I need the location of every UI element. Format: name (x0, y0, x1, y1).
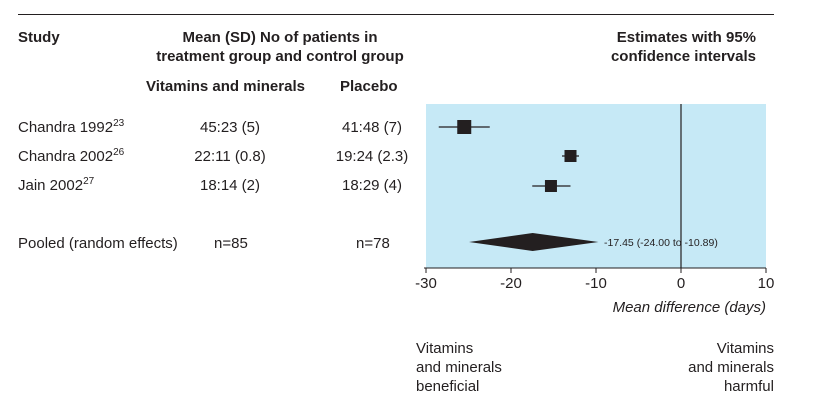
treatment-value: 18:14 (2) (199, 177, 261, 194)
harmful-note: Vitamins and minerals harmful (640, 339, 774, 396)
header-estimates-line1: Estimates with 95% (616, 29, 756, 46)
reference-number: 26 (113, 147, 125, 158)
control-value: 19:24 (2.3) (335, 148, 409, 165)
estimate-marker (544, 180, 557, 192)
header-estimates-line2: confidence intervals (610, 48, 756, 65)
x-tick-label: 10 (758, 275, 775, 292)
header-mean-line1: Mean (SD) No of patients in (182, 29, 378, 46)
pooled-label: Pooled (random effects) (18, 235, 178, 252)
beneficial-line: beneficial (416, 378, 480, 395)
header-study: Study (18, 29, 60, 46)
top-rule (18, 14, 774, 15)
x-tick-label: -20 (500, 275, 522, 292)
harmful-line: Vitamins (716, 340, 774, 357)
reference-number: 27 (83, 176, 95, 187)
estimate-marker (564, 150, 577, 162)
treatment-value: 22:11 (0.8) (194, 148, 266, 165)
header-col-control: Placebo (340, 78, 398, 95)
study-name-row-2: Chandra 200226 (18, 147, 124, 166)
beneficial-line: Vitamins (416, 340, 474, 357)
x-axis-label: Mean difference (days) (613, 299, 766, 316)
study-name-row-3: Jain 200227 (18, 176, 94, 195)
study-name: Chandra 1992 (18, 119, 114, 136)
control-value: 18:29 (4) (341, 177, 403, 194)
estimate-marker (457, 120, 472, 134)
study-name: Chandra 2002 (18, 148, 114, 165)
header-col-treatment: Vitamins and minerals (146, 78, 305, 95)
study-name: Jain 2002 (18, 177, 84, 194)
beneficial-line: and minerals (416, 359, 502, 376)
harmful-line: and minerals (688, 359, 774, 376)
pooled-treatment-n: n=85 (214, 235, 248, 252)
reference-number: 23 (113, 118, 125, 129)
header-mean-line2: treatment group and control group (156, 48, 404, 65)
study-name-row-1: Chandra 199223 (18, 118, 124, 137)
pooled-diamond (469, 233, 599, 251)
beneficial-note: Vitamins and minerals beneficial (416, 339, 502, 396)
pooled-estimate-label: -17.45 (-24.00 to -10.89) (604, 237, 718, 249)
treatment-value: 45:23 (5) (199, 119, 261, 136)
x-tick-label: -30 (415, 275, 437, 292)
control-value: 41:48 (7) (341, 119, 403, 136)
harmful-line: harmful (723, 378, 774, 395)
x-tick-label: -10 (585, 275, 607, 292)
pooled-control-n: n=78 (356, 235, 390, 252)
x-tick-label: 0 (677, 275, 685, 292)
